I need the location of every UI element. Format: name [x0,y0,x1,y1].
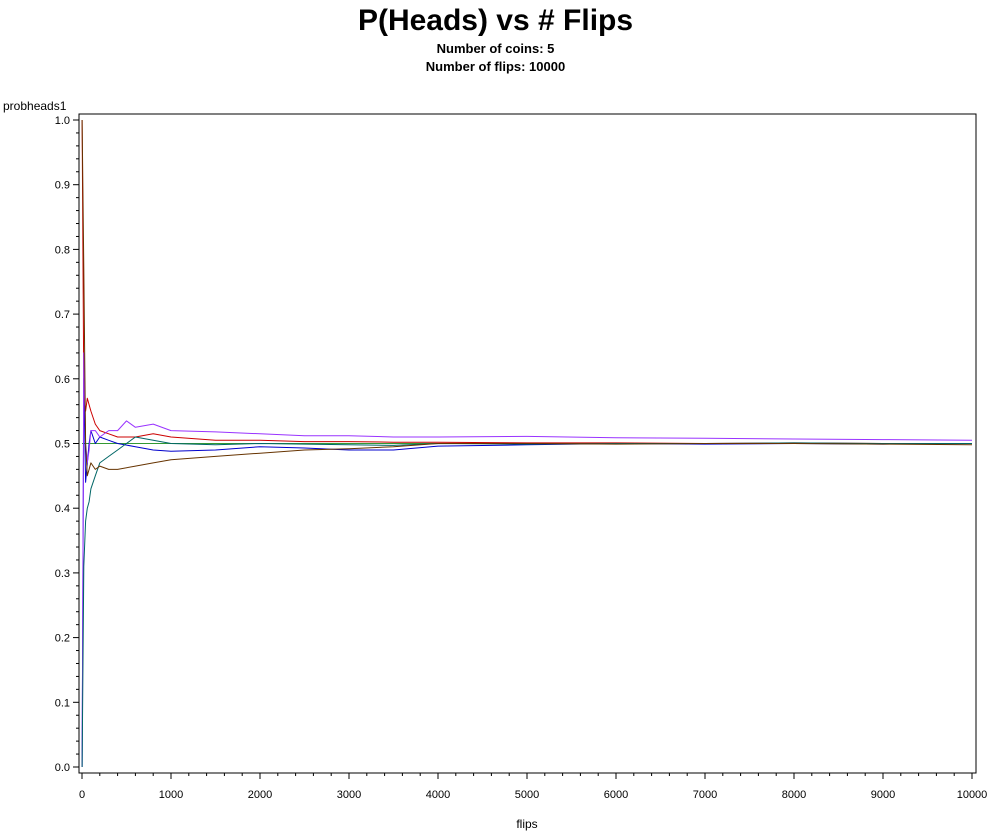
x-tick-label: 2000 [248,789,272,801]
y-tick-label: 0.1 [55,697,70,709]
x-tick-label: 6000 [604,789,628,801]
y-tick-label: 0.8 [55,244,70,256]
x-tick-label: 9000 [871,789,895,801]
y-tick-label: 0.2 [55,633,70,645]
x-tick-label: 7000 [693,789,717,801]
y-tick-label: 0.4 [55,503,70,515]
y-tick-label: 0.9 [55,180,70,192]
x-tick-label: 0 [79,789,85,801]
subtitle-coins: Number of coins: 5 [436,41,555,56]
x-tick-label: 3000 [337,789,361,801]
y-tick-label: 0.6 [55,374,70,386]
y-tick-label: 0.5 [55,439,70,451]
x-tick-label: 10000 [957,789,988,801]
x-tick-label: 8000 [782,789,806,801]
y-tick-label: 0.3 [55,568,70,580]
axis-ticks: 0.0 0.1 0.2 0.3 0.4 0.5 0.6 0.7 0.8 0.9 1.0 0 1000 20… [55,115,988,801]
series-line-3 [81,352,973,768]
y-tick-label: 0.0 [55,762,70,774]
x-axis-label: flips [516,817,537,831]
x-tick-label: 1000 [159,789,183,801]
series-line-5 [81,119,973,477]
x-tick-label: 4000 [426,789,450,801]
chart-title: P(Heads) vs # Flips [357,4,634,37]
series-layer [81,119,973,768]
y-tick-label: 1.0 [55,115,70,127]
x-tick-label: 5000 [515,789,539,801]
series-line-2 [81,119,972,444]
y-axis-label: probheads1 [3,99,67,113]
subtitle-flips: Number of flips: 10000 [425,59,566,74]
y-tick-label: 0.7 [55,309,70,321]
